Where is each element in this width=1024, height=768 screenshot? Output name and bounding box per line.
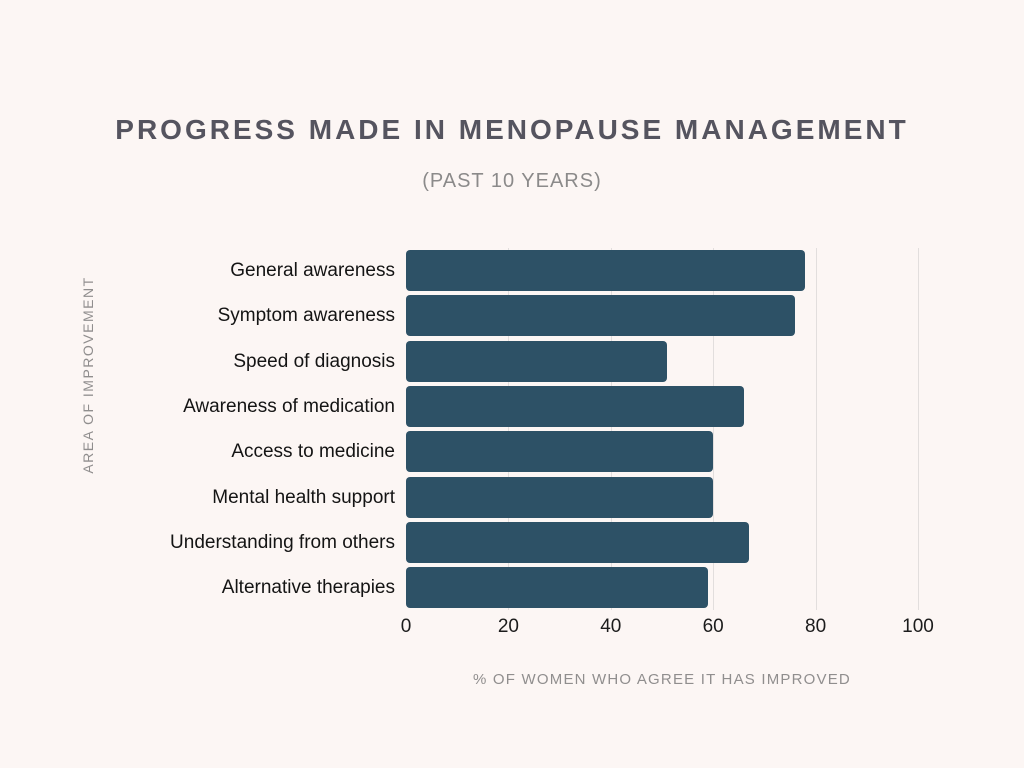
gridline [918, 248, 919, 610]
x-tick-label: 40 [600, 616, 622, 637]
chart-title: PROGRESS MADE IN MENOPAUSE MANAGEMENT [115, 114, 909, 145]
category-label: Awareness of medication [183, 395, 395, 417]
bar [406, 250, 806, 291]
category-label: Symptom awareness [217, 305, 395, 327]
x-tick-label: 80 [805, 616, 827, 637]
category-labels: General awareness Symptom awareness Speed … [95, 248, 395, 610]
gridline [713, 248, 715, 610]
bar [406, 476, 714, 518]
y-axis-title: AREA OF IMPROVEMENT [80, 276, 96, 474]
bar [406, 431, 714, 473]
x-axis-title: % OF WOMEN WHO AGREE IT HAS IMPROVED [473, 671, 851, 688]
bar [406, 385, 744, 427]
category-label: Understanding from others [170, 531, 395, 553]
bar [406, 295, 796, 337]
x-tick-label: 60 [702, 616, 724, 637]
x-axis-ticks: 0 20 40 60 80 100 [401, 616, 934, 640]
category-label: Alternative therapies [221, 577, 395, 599]
category-label: Mental health support [212, 486, 395, 508]
bar [406, 340, 668, 382]
gridline [508, 248, 510, 610]
gridline [610, 248, 612, 610]
chart-subtitle: (PAST 10 YEARS) [422, 170, 602, 192]
gridline [815, 248, 817, 610]
bar [406, 521, 750, 563]
x-tick-label: 20 [497, 616, 519, 637]
category-label: General awareness [230, 260, 395, 281]
category-label: Access to medicine [231, 441, 395, 463]
x-tick-label: 100 [902, 616, 934, 637]
bar [406, 567, 709, 609]
x-tick-label: 0 [400, 616, 412, 637]
category-label: Speed of diagnosis [233, 350, 395, 372]
plot-area [406, 248, 919, 610]
